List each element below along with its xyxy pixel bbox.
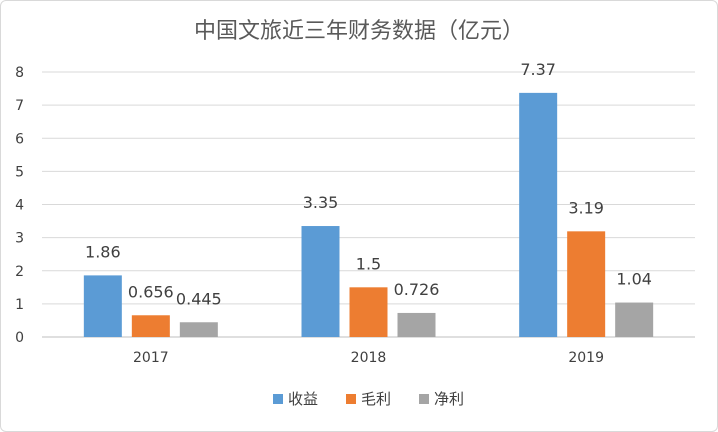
y-tick-label: 0 xyxy=(15,330,24,346)
data-label: 0.656 xyxy=(128,282,174,301)
x-tick-label: 2019 xyxy=(568,350,604,366)
y-tick-label: 3 xyxy=(15,231,24,247)
bar-净利-2019 xyxy=(615,302,654,337)
data-label: 1.5 xyxy=(356,254,381,273)
bar-毛利-2017 xyxy=(131,315,170,337)
bar-净利-2018 xyxy=(397,312,436,337)
y-tick-label: 4 xyxy=(15,198,24,214)
y-tick-label: 6 xyxy=(15,131,24,147)
x-tick-label: 2017 xyxy=(133,350,169,366)
data-label: 3.19 xyxy=(568,198,604,217)
bar-收益-2018 xyxy=(301,226,340,337)
data-label: 0.726 xyxy=(394,280,440,299)
legend: 收益 毛利 净利 xyxy=(273,390,464,408)
bar-收益-2017 xyxy=(83,275,122,337)
chart-title: 中国文旅近三年财务数据（亿元） xyxy=(194,19,524,44)
y-tick-label: 1 xyxy=(15,297,24,313)
y-tick-label: 8 xyxy=(15,65,24,81)
data-label: 3.35 xyxy=(303,193,339,212)
data-label: 1.86 xyxy=(85,242,121,261)
bar-收益-2019 xyxy=(519,92,558,338)
legend-label: 净利 xyxy=(434,390,464,408)
y-tick-label: 7 xyxy=(15,98,24,114)
data-label: 7.37 xyxy=(520,60,556,79)
legend-label: 收益 xyxy=(288,390,318,408)
bars xyxy=(83,92,654,338)
data-label: 1.04 xyxy=(616,270,652,289)
y-axis-ticks: 0 1 2 3 4 5 6 7 8 xyxy=(15,65,24,346)
data-label: 0.445 xyxy=(176,289,222,308)
x-axis-ticks: 2017 2018 2019 xyxy=(133,350,604,366)
bar-净利-2017 xyxy=(179,322,218,337)
y-tick-label: 5 xyxy=(15,164,24,180)
x-tick-label: 2018 xyxy=(351,350,387,366)
data-labels: 1.86 0.656 0.445 3.35 1.5 0.726 7.37 3.19 1.04 xyxy=(85,60,652,308)
legend-swatch-收益 xyxy=(273,394,283,404)
y-tick-label: 2 xyxy=(15,264,24,280)
legend-label: 毛利 xyxy=(361,390,391,408)
legend-swatch-净利 xyxy=(419,394,429,404)
bar-毛利-2019 xyxy=(567,231,606,337)
bar-毛利-2018 xyxy=(349,287,388,337)
legend-swatch-毛利 xyxy=(346,394,356,404)
